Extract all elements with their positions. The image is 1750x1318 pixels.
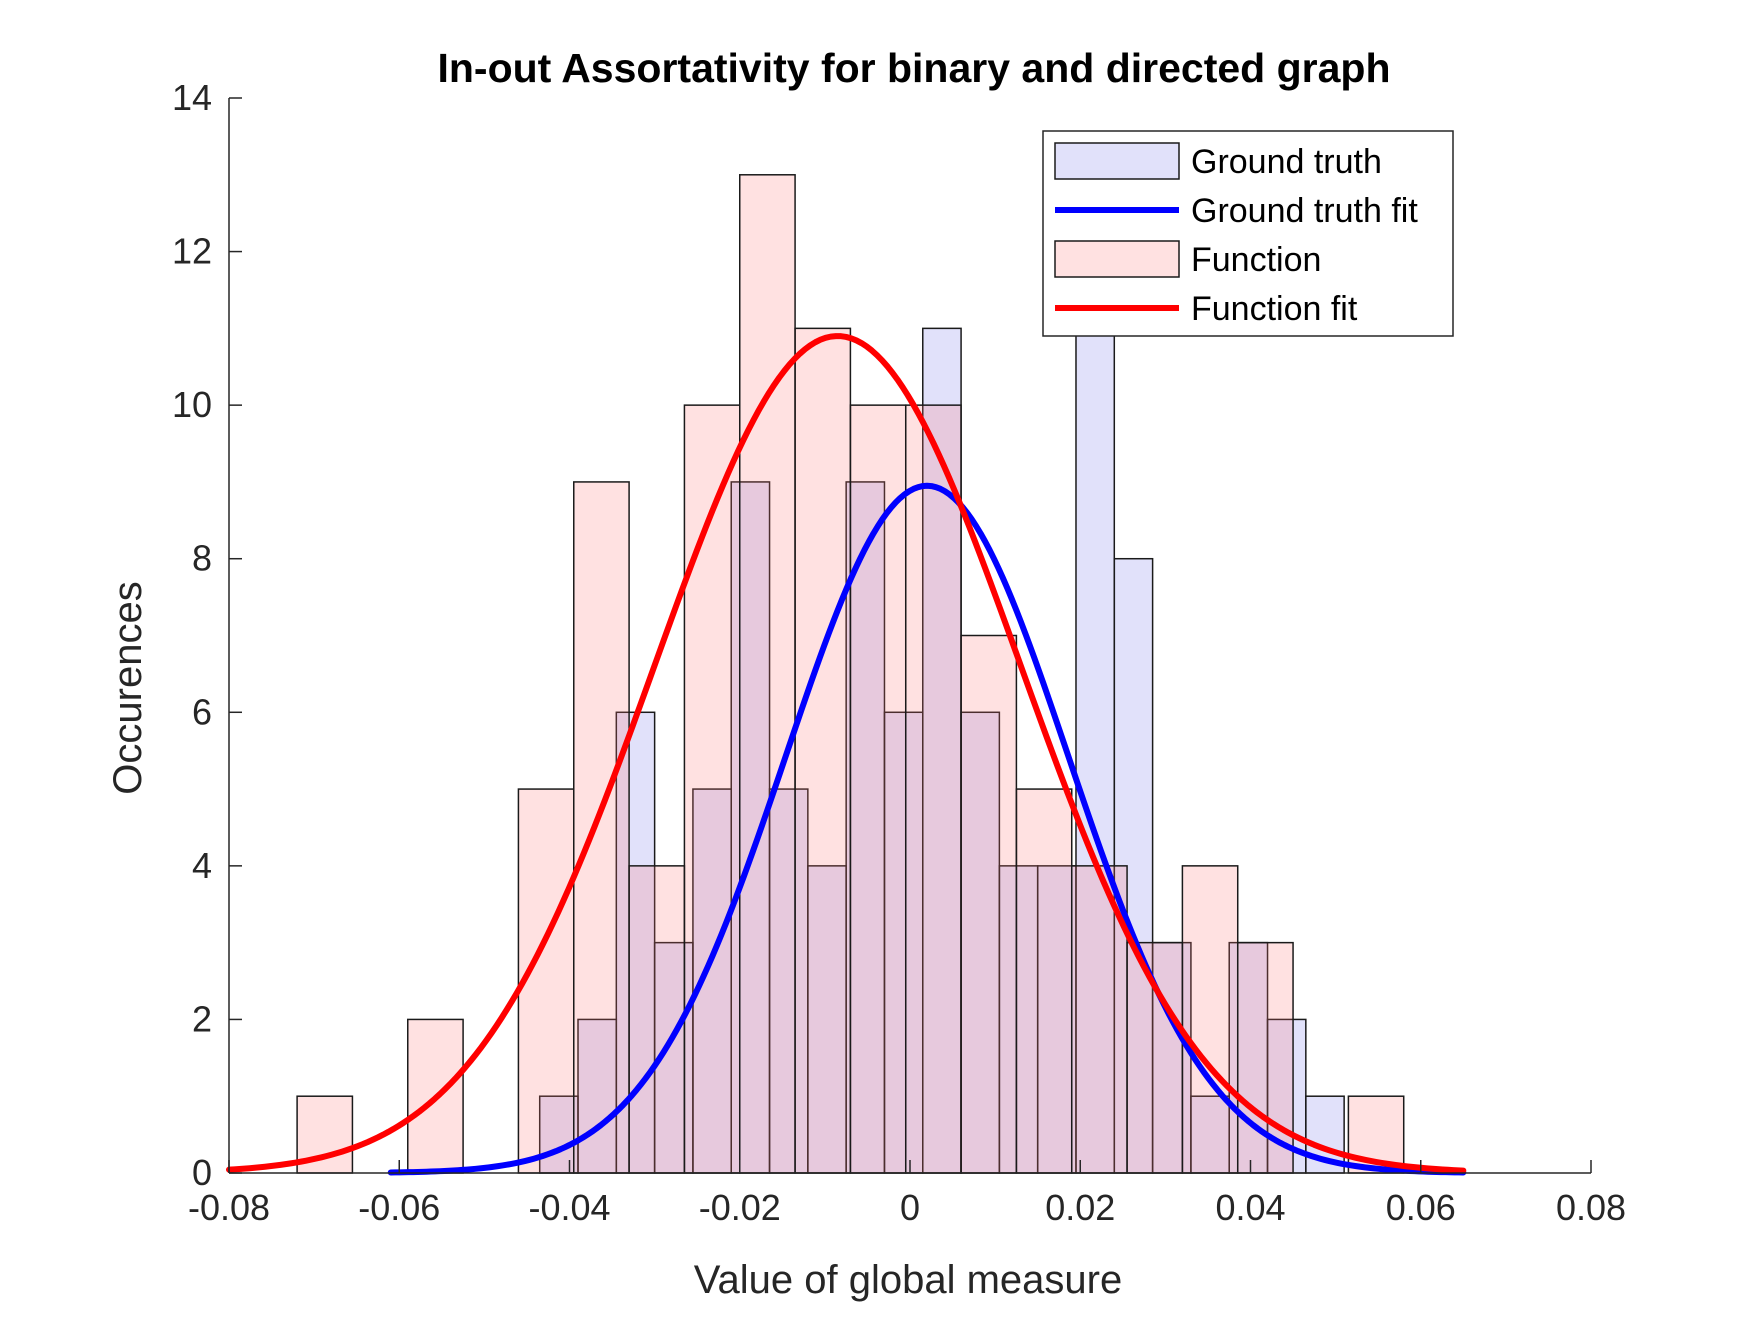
- ground-truth-bar-0: [538, 1095, 579, 1174]
- y-tick-label: 2: [192, 998, 212, 1039]
- function-bar-2: [517, 788, 575, 1174]
- ground-truth-bar-9: [883, 711, 924, 1174]
- y-axis-label: Occurences: [106, 581, 150, 794]
- ground-truth-bar-13: [1036, 865, 1077, 1174]
- ground-truth-bar-14: [1075, 327, 1116, 1174]
- fit-curves-layer: [226, 333, 1467, 1176]
- function-bar-15: [1236, 941, 1294, 1174]
- x-axis-label: Value of global measure: [694, 1258, 1122, 1302]
- function-bar-1: [407, 1018, 464, 1174]
- y-tick-label: 14: [172, 77, 212, 118]
- bars-layer: [296, 174, 1405, 1174]
- x-tick-label: 0.04: [1215, 1187, 1285, 1228]
- ground-truth-fit-curve: [387, 482, 1467, 1176]
- chart-title: In-out Assortativity for binary and dire…: [438, 45, 1391, 91]
- function-bar-6: [739, 174, 796, 1174]
- axes: -0.08 -0.06 -0.04 -0.02 0 0.02 0.04 0.06 0.08 0 2 4…: [172, 77, 1626, 1228]
- legend-swatch-function: [1054, 240, 1180, 278]
- ground-truth-bar-1: [577, 1018, 618, 1174]
- function-bar-11: [1015, 788, 1073, 1174]
- legend-label-function-fit: Function fit: [1191, 290, 1358, 328]
- x-tick-label: 0.08: [1556, 1187, 1626, 1228]
- function-fit-curve: [226, 333, 1467, 1174]
- x-tick-label: -0.04: [528, 1187, 610, 1228]
- function-bar-10: [960, 634, 1018, 1174]
- y-tick-label: 0: [192, 1152, 212, 1193]
- x-tick-label: 0.06: [1386, 1187, 1456, 1228]
- function-bar-9: [904, 404, 962, 1174]
- y-tick-label: 8: [192, 538, 212, 579]
- x-tick-label: -0.02: [699, 1187, 781, 1228]
- y-tick-label: 6: [192, 691, 212, 732]
- function-bar-14: [1181, 865, 1239, 1174]
- y-tick-label: 12: [172, 231, 212, 272]
- function-bar-7: [794, 327, 852, 1174]
- function-bar-5: [683, 404, 741, 1174]
- ground-truth-bar-17: [1190, 1095, 1230, 1174]
- function-bar-3: [573, 481, 630, 1174]
- legend-label-ground-truth-fit: Ground truth fit: [1191, 192, 1418, 230]
- ground-truth-bar-2: [615, 711, 656, 1174]
- x-tick-label: -0.06: [358, 1187, 440, 1228]
- legend: Ground truth Ground truth fit Function Func…: [1042, 130, 1454, 337]
- legend-box: [1042, 130, 1454, 337]
- function-bar-8: [849, 404, 907, 1174]
- x-tick-label: 0: [900, 1187, 920, 1228]
- function-bar-13: [1126, 941, 1184, 1174]
- ground-truth-bar-11: [960, 711, 1001, 1174]
- ground-truth-bar-8: [845, 481, 886, 1174]
- legend-label-ground-truth: Ground truth: [1191, 143, 1382, 181]
- y-tick-label: 10: [172, 384, 212, 425]
- x-tick-label: -0.08: [188, 1187, 270, 1228]
- legend-swatch-ground-truth: [1054, 142, 1180, 180]
- legend-label-function: Function: [1191, 241, 1321, 279]
- x-tick-label: 0.02: [1045, 1187, 1115, 1228]
- y-tick-label: 4: [192, 845, 212, 886]
- ground-truth-bar-12: [998, 865, 1039, 1174]
- ground-truth-bar-16: [1151, 941, 1192, 1174]
- ground-truth-bar-7: [807, 865, 847, 1174]
- function-bar-4: [628, 865, 686, 1174]
